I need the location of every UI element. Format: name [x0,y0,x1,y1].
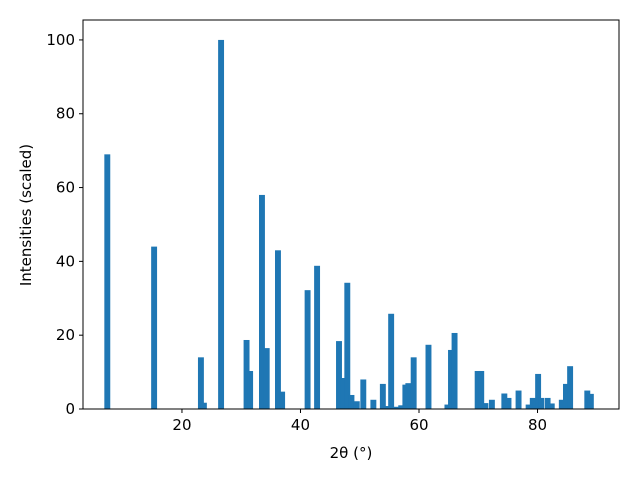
plot-frame [82,19,620,410]
bar [505,397,512,409]
bar [501,393,508,409]
bar [259,194,265,409]
bar [388,313,395,409]
x-tick-label: 60 [409,416,428,434]
bar [451,332,458,409]
y-tick-label: 100 [46,31,75,49]
bar [247,370,254,409]
bar [104,154,111,409]
bar [279,391,286,409]
bar [275,250,281,409]
bar [218,39,225,410]
bar [151,246,158,409]
y-tick-label: 20 [56,326,75,344]
y-axis-label: Intensities (scaled) [17,144,35,286]
bar [478,370,485,409]
bar [336,341,342,409]
bar [563,383,569,409]
bar [567,366,574,409]
bar [383,406,390,409]
x-tick-label: 20 [172,416,191,434]
bar [243,339,250,409]
bar [340,377,347,409]
bar [304,290,311,409]
bar [474,370,481,409]
bar [529,397,536,409]
bar [488,399,495,409]
y-tick-label: 80 [56,105,75,123]
bar [535,373,542,409]
bar [587,393,594,409]
x-axis-label: 2θ (°) [330,444,373,462]
bar [410,357,417,409]
bar [353,401,360,409]
bar [544,397,551,409]
bar [538,397,545,409]
bar [348,394,355,409]
bar [370,399,377,409]
bar [398,405,405,409]
x-tick-label: 80 [528,416,547,434]
bar [548,403,555,409]
bar [515,390,522,409]
bar [558,399,565,409]
bar [344,282,351,409]
bar [584,390,591,409]
bar [314,265,321,409]
bar [379,383,386,409]
bar [425,344,432,409]
bar [405,383,412,409]
bar [263,348,270,409]
bar [393,406,400,409]
bar [482,403,489,409]
bar [360,379,367,409]
x-tick-label: 40 [291,416,310,434]
bar [525,404,532,409]
y-tick-label: 40 [56,252,75,270]
bar [444,404,451,409]
y-tick-label: 0 [65,400,75,418]
y-tick-label: 60 [56,179,75,197]
bar [197,357,204,409]
bar [448,349,454,409]
bar [200,402,207,409]
